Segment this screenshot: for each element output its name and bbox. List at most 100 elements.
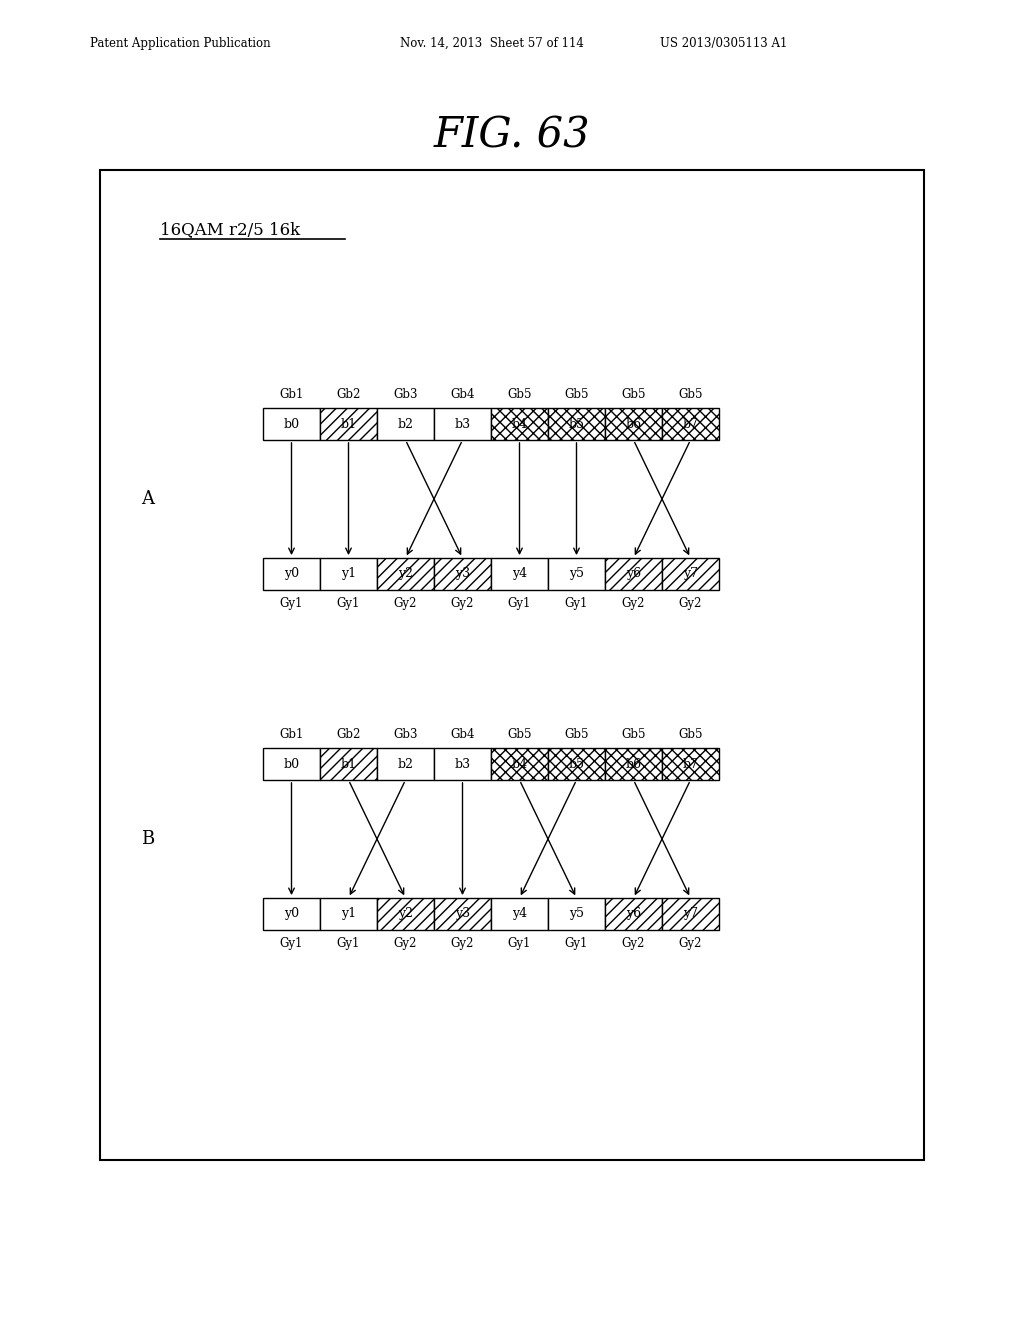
Bar bbox=[548, 898, 605, 931]
Text: Gy1: Gy1 bbox=[337, 598, 360, 610]
Text: y4: y4 bbox=[512, 568, 527, 581]
Text: Gy1: Gy1 bbox=[337, 937, 360, 950]
Text: b0: b0 bbox=[284, 758, 300, 771]
Bar bbox=[319, 748, 377, 780]
Text: Gy2: Gy2 bbox=[679, 598, 702, 610]
Text: Gy2: Gy2 bbox=[394, 937, 417, 950]
Bar bbox=[377, 898, 434, 931]
Bar bbox=[263, 748, 319, 780]
Bar bbox=[662, 408, 719, 440]
Text: b7: b7 bbox=[683, 758, 698, 771]
Text: y6: y6 bbox=[626, 568, 641, 581]
Bar bbox=[605, 748, 662, 780]
Text: b5: b5 bbox=[568, 758, 585, 771]
Text: b1: b1 bbox=[340, 758, 356, 771]
Bar bbox=[605, 898, 662, 931]
Bar bbox=[434, 898, 490, 931]
Text: Gy2: Gy2 bbox=[622, 598, 645, 610]
Text: Gb1: Gb1 bbox=[280, 388, 304, 400]
Text: b3: b3 bbox=[455, 758, 471, 771]
Bar bbox=[100, 170, 924, 1160]
Text: Gb4: Gb4 bbox=[451, 727, 475, 741]
Text: b2: b2 bbox=[397, 758, 414, 771]
Text: Gy2: Gy2 bbox=[394, 598, 417, 610]
Text: Gy1: Gy1 bbox=[565, 598, 588, 610]
Bar bbox=[434, 558, 490, 590]
Text: b3: b3 bbox=[455, 417, 471, 430]
Text: Nov. 14, 2013  Sheet 57 of 114: Nov. 14, 2013 Sheet 57 of 114 bbox=[400, 37, 584, 49]
Text: y2: y2 bbox=[398, 908, 413, 920]
Text: Gy1: Gy1 bbox=[280, 937, 303, 950]
Bar bbox=[605, 408, 662, 440]
Text: Gy1: Gy1 bbox=[508, 937, 531, 950]
Bar bbox=[490, 558, 548, 590]
Text: b6: b6 bbox=[626, 758, 642, 771]
Text: b5: b5 bbox=[568, 417, 585, 430]
Bar bbox=[377, 748, 434, 780]
Text: Patent Application Publication: Patent Application Publication bbox=[90, 37, 270, 49]
Text: y7: y7 bbox=[683, 908, 698, 920]
Text: B: B bbox=[141, 830, 155, 847]
Text: b4: b4 bbox=[511, 417, 527, 430]
Bar bbox=[548, 408, 605, 440]
Text: Gb5: Gb5 bbox=[507, 727, 531, 741]
Text: Gy1: Gy1 bbox=[565, 937, 588, 950]
Text: b1: b1 bbox=[340, 417, 356, 430]
Text: Gb3: Gb3 bbox=[393, 727, 418, 741]
Bar bbox=[490, 408, 548, 440]
Text: Gb4: Gb4 bbox=[451, 388, 475, 400]
Text: y1: y1 bbox=[341, 568, 356, 581]
Text: Gb5: Gb5 bbox=[507, 388, 531, 400]
Bar bbox=[662, 898, 719, 931]
Bar bbox=[319, 898, 377, 931]
Text: A: A bbox=[141, 490, 155, 508]
Text: y3: y3 bbox=[455, 568, 470, 581]
Text: Gy1: Gy1 bbox=[508, 598, 531, 610]
Text: Gb5: Gb5 bbox=[678, 388, 702, 400]
Text: b0: b0 bbox=[284, 417, 300, 430]
Text: FIG. 63: FIG. 63 bbox=[434, 114, 590, 156]
Text: Gb2: Gb2 bbox=[336, 388, 360, 400]
Text: Gy2: Gy2 bbox=[622, 937, 645, 950]
Text: y5: y5 bbox=[569, 568, 584, 581]
Text: y3: y3 bbox=[455, 908, 470, 920]
Text: 16QAM r2/5 16k: 16QAM r2/5 16k bbox=[160, 222, 300, 239]
Text: Gb5: Gb5 bbox=[622, 388, 646, 400]
Bar bbox=[434, 748, 490, 780]
Bar bbox=[263, 408, 319, 440]
Bar bbox=[548, 558, 605, 590]
Bar bbox=[662, 558, 719, 590]
Text: Gb5: Gb5 bbox=[622, 727, 646, 741]
Text: Gy2: Gy2 bbox=[451, 937, 474, 950]
Bar bbox=[377, 558, 434, 590]
Text: y7: y7 bbox=[683, 568, 698, 581]
Text: y1: y1 bbox=[341, 908, 356, 920]
Text: Gb5: Gb5 bbox=[678, 727, 702, 741]
Text: y0: y0 bbox=[284, 908, 299, 920]
Bar bbox=[662, 748, 719, 780]
Text: Gb5: Gb5 bbox=[564, 388, 589, 400]
Text: y2: y2 bbox=[398, 568, 413, 581]
Text: Gy2: Gy2 bbox=[679, 937, 702, 950]
Bar bbox=[490, 898, 548, 931]
Bar bbox=[548, 748, 605, 780]
Text: b6: b6 bbox=[626, 417, 642, 430]
Text: Gb5: Gb5 bbox=[564, 727, 589, 741]
Text: Gb2: Gb2 bbox=[336, 727, 360, 741]
Bar bbox=[263, 898, 319, 931]
Bar bbox=[377, 408, 434, 440]
Text: US 2013/0305113 A1: US 2013/0305113 A1 bbox=[660, 37, 787, 49]
Bar bbox=[319, 408, 377, 440]
Text: Gb1: Gb1 bbox=[280, 727, 304, 741]
Text: Gy2: Gy2 bbox=[451, 598, 474, 610]
Text: Gy1: Gy1 bbox=[280, 598, 303, 610]
Text: y5: y5 bbox=[569, 908, 584, 920]
Bar bbox=[605, 558, 662, 590]
Text: y6: y6 bbox=[626, 908, 641, 920]
Text: y0: y0 bbox=[284, 568, 299, 581]
Bar bbox=[434, 408, 490, 440]
Text: y4: y4 bbox=[512, 908, 527, 920]
Text: b7: b7 bbox=[683, 417, 698, 430]
Text: b2: b2 bbox=[397, 417, 414, 430]
Text: Gb3: Gb3 bbox=[393, 388, 418, 400]
